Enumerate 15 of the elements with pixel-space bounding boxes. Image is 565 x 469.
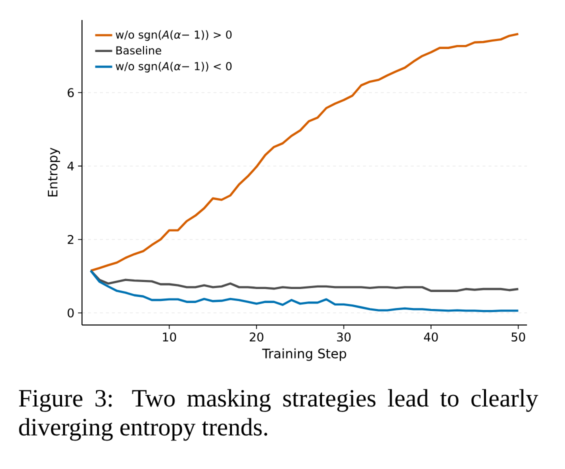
y-tick-label: 4 — [67, 162, 74, 170]
x-tick-label: 10 — [162, 332, 176, 342]
x-tick-label: 30 — [337, 332, 351, 342]
y-tick-label: 2 — [68, 235, 74, 244]
x-axis-title: Training Step — [262, 348, 346, 361]
x-tick-label: 40 — [424, 332, 438, 342]
x-tick-label: 20 — [250, 332, 264, 342]
caption: Figure 3: Two masking strategies lead to clearly diverging entropy trends. — [18, 389, 538, 441]
y-tick-label: 6 — [68, 88, 74, 98]
legend-label: w/o sgn(A(α− 1)) < 0 — [116, 62, 232, 72]
legend-label: Baseline — [116, 46, 162, 55]
x-tick-label: 50 — [512, 332, 526, 342]
y-tick-label: 0 — [68, 308, 74, 318]
y-axis-title: Entropy — [48, 148, 60, 196]
legend-label: w/o sgn(A(α− 1)) > 0 — [116, 30, 232, 41]
